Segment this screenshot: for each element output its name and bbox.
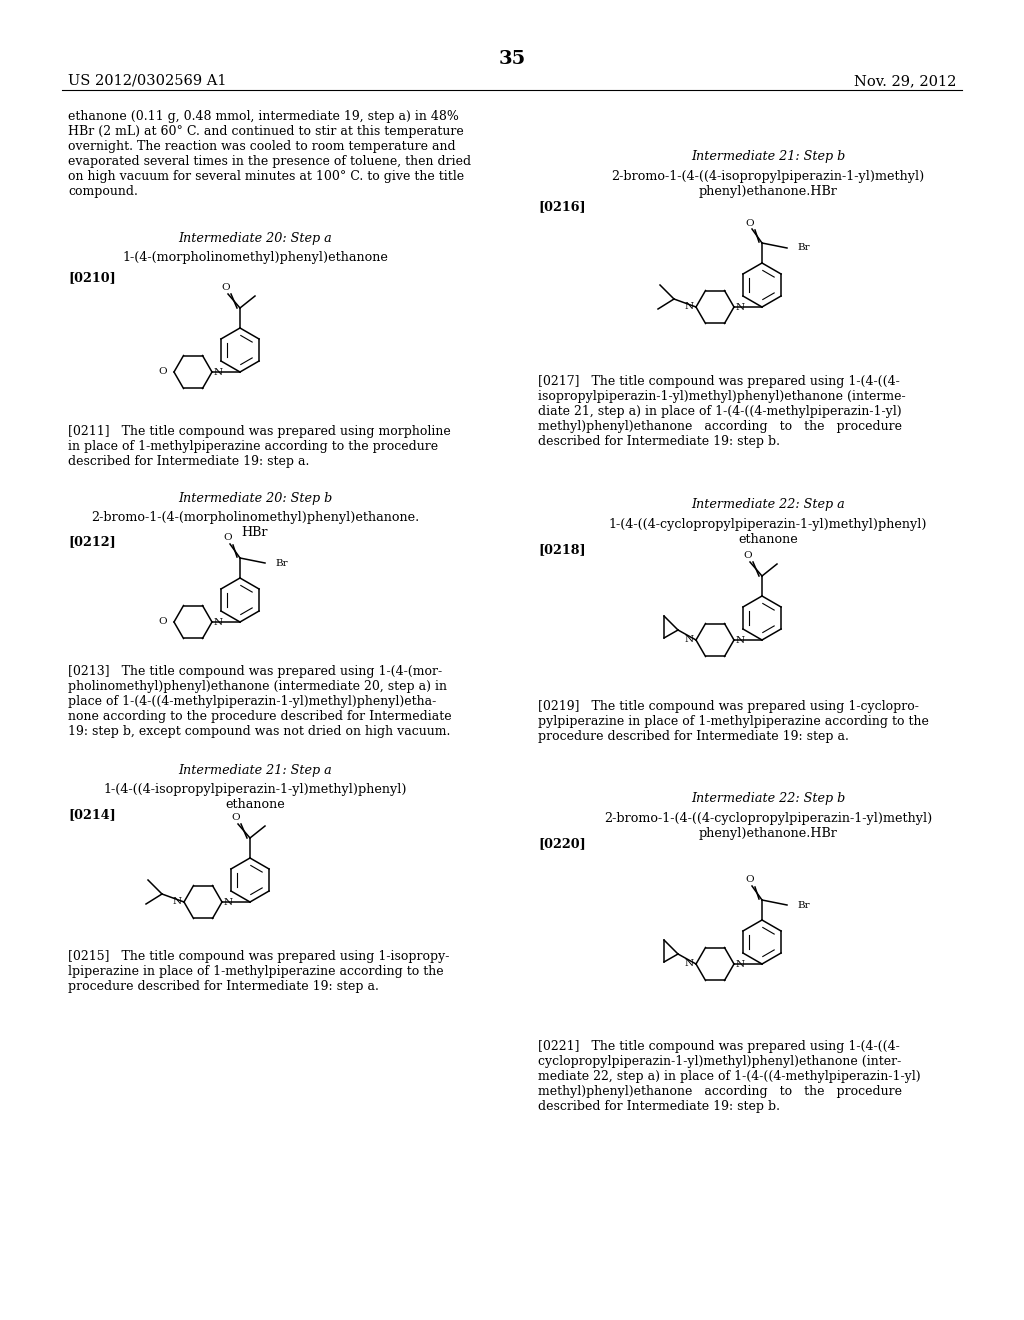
Text: [0213]   The title compound was prepared using 1-(4-(mor-
pholinomethyl)phenyl)e: [0213] The title compound was prepared u… (68, 665, 452, 738)
Text: Intermediate 20: Step b: Intermediate 20: Step b (178, 492, 332, 506)
Text: [0217]   The title compound was prepared using 1-(4-((4-
isopropylpiperazin-1-yl: [0217] The title compound was prepared u… (538, 375, 905, 447)
Text: Intermediate 20: Step a: Intermediate 20: Step a (178, 232, 332, 246)
Text: N: N (685, 635, 694, 644)
Text: Br: Br (797, 900, 810, 909)
Text: N: N (173, 898, 182, 906)
Text: 1-(4-((4-isopropylpiperazin-1-yl)methyl)phenyl)
ethanone: 1-(4-((4-isopropylpiperazin-1-yl)methyl)… (103, 783, 407, 810)
Text: [0214]: [0214] (68, 808, 116, 821)
Text: N: N (214, 618, 223, 627)
Text: 2-bromo-1-(4-((4-isopropylpiperazin-1-yl)methyl)
phenyl)ethanone.HBr: 2-bromo-1-(4-((4-isopropylpiperazin-1-yl… (611, 170, 925, 198)
Text: [0212]: [0212] (68, 535, 116, 548)
Text: Intermediate 22: Step b: Intermediate 22: Step b (691, 792, 845, 805)
Text: 1-(4-(morpholinomethyl)phenyl)ethanone: 1-(4-(morpholinomethyl)phenyl)ethanone (122, 251, 388, 264)
Text: O: O (745, 219, 755, 227)
Text: [0216]: [0216] (538, 201, 586, 213)
Text: O: O (743, 552, 753, 561)
Text: [0211]   The title compound was prepared using morpholine
in place of 1-methylpi: [0211] The title compound was prepared u… (68, 425, 451, 469)
Text: Intermediate 22: Step a: Intermediate 22: Step a (691, 498, 845, 511)
Text: Br: Br (797, 243, 810, 252)
Text: Nov. 29, 2012: Nov. 29, 2012 (854, 74, 956, 88)
Text: O: O (223, 533, 232, 543)
Text: Intermediate 21: Step a: Intermediate 21: Step a (178, 764, 332, 777)
Text: N: N (736, 636, 745, 645)
Text: N: N (685, 302, 694, 312)
Text: [0215]   The title compound was prepared using 1-isopropy-
lpiperazine in place : [0215] The title compound was prepared u… (68, 950, 450, 993)
Text: 1-(4-((4-cyclopropylpiperazin-1-yl)methyl)phenyl)
ethanone: 1-(4-((4-cyclopropylpiperazin-1-yl)methy… (608, 517, 928, 546)
Text: 35: 35 (499, 50, 525, 69)
Text: [0221]   The title compound was prepared using 1-(4-((4-
cyclopropylpiperazin-1-: [0221] The title compound was prepared u… (538, 1040, 921, 1113)
Text: N: N (736, 304, 745, 312)
Text: N: N (224, 898, 233, 907)
Text: ethanone (0.11 g, 0.48 mmol, intermediate 19, step a) in 48%
HBr (2 mL) at 60° C: ethanone (0.11 g, 0.48 mmol, intermediat… (68, 110, 471, 198)
Text: O: O (159, 618, 167, 627)
Text: O: O (231, 813, 241, 822)
Text: 2-bromo-1-(4-(morpholinomethyl)phenyl)ethanone.
HBr: 2-bromo-1-(4-(morpholinomethyl)phenyl)et… (91, 511, 419, 539)
Text: O: O (221, 284, 230, 293)
Text: Br: Br (275, 558, 288, 568)
Text: O: O (745, 875, 755, 884)
Text: 2-bromo-1-(4-((4-cyclopropylpiperazin-1-yl)methyl)
phenyl)ethanone.HBr: 2-bromo-1-(4-((4-cyclopropylpiperazin-1-… (604, 812, 932, 840)
Text: [0210]: [0210] (68, 271, 116, 284)
Text: [0220]: [0220] (538, 837, 586, 850)
Text: O: O (159, 367, 167, 376)
Text: N: N (214, 368, 223, 378)
Text: Intermediate 21: Step b: Intermediate 21: Step b (691, 150, 845, 162)
Text: [0218]: [0218] (538, 543, 586, 556)
Text: US 2012/0302569 A1: US 2012/0302569 A1 (68, 74, 226, 88)
Text: N: N (685, 960, 694, 968)
Text: N: N (736, 960, 745, 969)
Text: [0219]   The title compound was prepared using 1-cyclopro-
pylpiperazine in plac: [0219] The title compound was prepared u… (538, 700, 929, 743)
